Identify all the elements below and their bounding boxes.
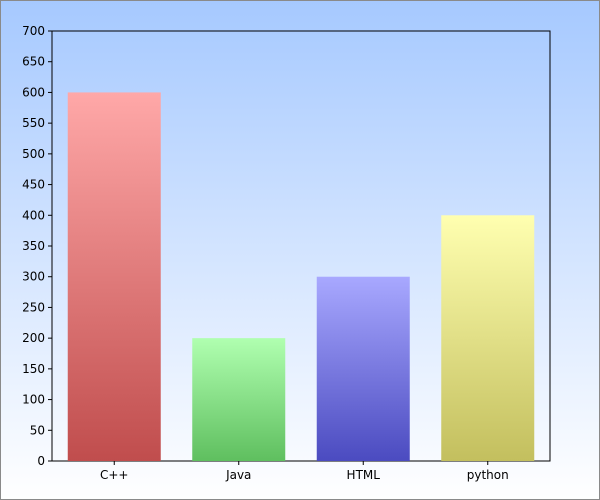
x-axis: C++ Java HTML python bbox=[100, 461, 509, 482]
bar-python bbox=[441, 215, 535, 461]
bar-ccpp bbox=[67, 92, 161, 461]
y-tick-label: 100 bbox=[22, 393, 45, 407]
x-tick-label: C++ bbox=[100, 468, 129, 482]
y-tick-label: 0 bbox=[37, 454, 45, 468]
y-tick-label: 650 bbox=[22, 55, 45, 69]
y-axis: 0 50 100 150 200 250 300 350 400 450 500 550 600 650 7… bbox=[22, 24, 52, 468]
x-tick-label: Java bbox=[225, 468, 251, 482]
y-tick-label: 450 bbox=[22, 178, 45, 192]
y-tick-label: 400 bbox=[22, 208, 45, 222]
bar-html bbox=[316, 276, 410, 461]
y-tick-label: 700 bbox=[22, 24, 45, 38]
y-tick-label: 600 bbox=[22, 85, 45, 99]
y-tick-label: 300 bbox=[22, 270, 45, 284]
y-tick-label: 500 bbox=[22, 147, 45, 161]
bars bbox=[67, 92, 535, 461]
y-tick-label: 150 bbox=[22, 362, 45, 376]
y-tick-label: 350 bbox=[22, 239, 45, 253]
y-tick-label: 200 bbox=[22, 331, 45, 345]
x-tick-label: python bbox=[467, 468, 509, 482]
y-tick-label: 550 bbox=[22, 116, 45, 130]
y-tick-label: 50 bbox=[30, 423, 45, 437]
y-tick-label: 250 bbox=[22, 300, 45, 314]
bar-java bbox=[192, 338, 286, 461]
x-tick-label: HTML bbox=[347, 468, 381, 482]
